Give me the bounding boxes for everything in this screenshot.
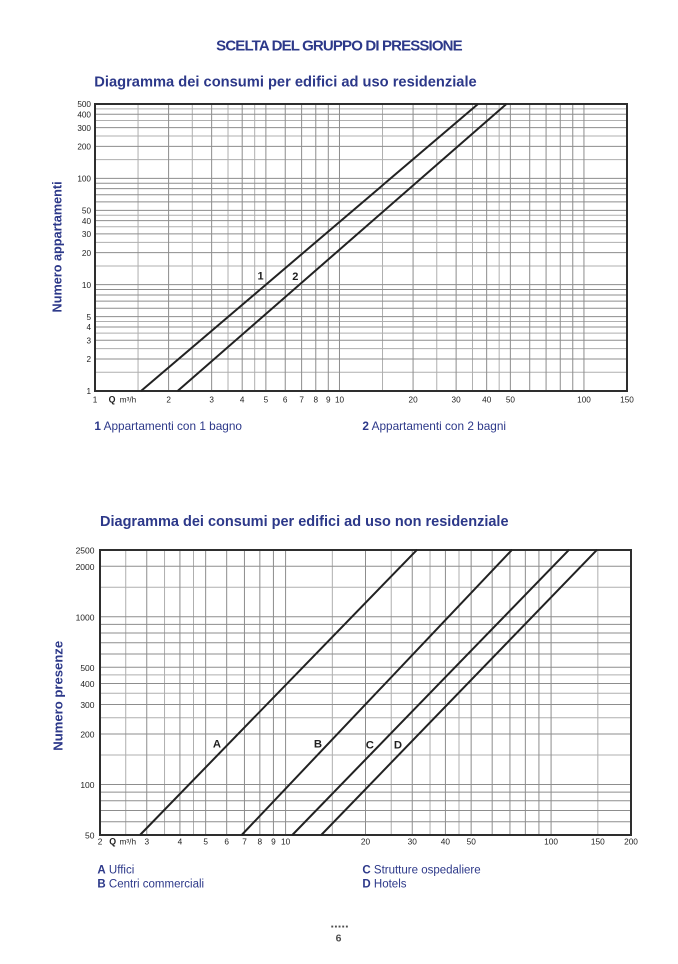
svg-text:50: 50 [467, 837, 477, 847]
svg-text:B: B [314, 738, 322, 750]
svg-text:9: 9 [271, 837, 276, 847]
svg-text:30: 30 [82, 230, 92, 239]
svg-text:40: 40 [82, 217, 92, 226]
svg-text:C Strutture ospedaliere: C Strutture ospedaliere [362, 864, 480, 876]
svg-text:100: 100 [77, 175, 91, 184]
svg-text:10: 10 [335, 395, 345, 404]
svg-text:Q: Q [109, 394, 116, 404]
svg-text:2 Appartamenti con 2 bagni: 2 Appartamenti con 2 bagni [362, 419, 506, 433]
svg-text:500: 500 [80, 663, 94, 673]
svg-text:4: 4 [240, 395, 245, 404]
svg-text:5: 5 [203, 837, 208, 847]
svg-text:Numero presenze: Numero presenze [51, 641, 66, 751]
svg-text:6: 6 [283, 395, 288, 404]
svg-text:40: 40 [441, 837, 451, 847]
svg-text:1000: 1000 [76, 612, 95, 622]
svg-text:Numero appartamenti: Numero appartamenti [50, 181, 64, 312]
svg-text:8: 8 [314, 395, 319, 404]
svg-text:30: 30 [408, 837, 418, 847]
svg-text:300: 300 [80, 700, 94, 710]
svg-text:C: C [366, 739, 374, 751]
svg-text:1: 1 [86, 387, 91, 396]
svg-text:40: 40 [482, 395, 492, 404]
svg-text:2: 2 [166, 395, 171, 404]
svg-text:Q: Q [109, 837, 116, 847]
svg-text:2000: 2000 [76, 562, 95, 572]
svg-text:20: 20 [409, 395, 419, 404]
svg-text:100: 100 [80, 780, 94, 790]
svg-text:7: 7 [299, 395, 304, 404]
svg-text:m³/h: m³/h [120, 395, 137, 404]
svg-text:20: 20 [361, 837, 371, 847]
svg-text:150: 150 [591, 837, 605, 847]
svg-text:50: 50 [82, 207, 92, 216]
svg-text:D: D [394, 740, 402, 752]
svg-text:5: 5 [86, 313, 91, 322]
svg-text:2: 2 [86, 355, 91, 364]
svg-text:Diagramma dei consumi per edif: Diagramma dei consumi per edifici ad uso… [94, 74, 476, 90]
svg-text:Diagramma dei consumi per edif: Diagramma dei consumi per edifici ad uso… [100, 514, 509, 530]
svg-text:5: 5 [264, 395, 269, 404]
svg-text:3: 3 [209, 395, 214, 404]
svg-text:A: A [213, 738, 221, 750]
svg-text:1 Appartamenti con 1 bagno: 1 Appartamenti con 1 bagno [94, 419, 242, 433]
svg-text:200: 200 [80, 730, 94, 740]
svg-text:150: 150 [620, 395, 634, 404]
svg-text:2500: 2500 [76, 546, 95, 556]
svg-text:50: 50 [85, 831, 95, 841]
svg-text:4: 4 [178, 837, 183, 847]
svg-text:6: 6 [224, 837, 229, 847]
svg-text:300: 300 [77, 124, 91, 133]
svg-text:m³/h: m³/h [120, 837, 137, 847]
svg-text:400: 400 [80, 679, 94, 689]
svg-text:10: 10 [82, 281, 92, 290]
svg-text:A Uffici: A Uffici [97, 864, 134, 876]
svg-text:100: 100 [544, 837, 558, 847]
svg-text:4: 4 [86, 323, 91, 332]
svg-text:B Centri commerciali: B Centri commerciali [97, 878, 204, 890]
svg-text:SCELTA DEL GRUPPO DI PRESSIONE: SCELTA DEL GRUPPO DI PRESSIONE [216, 37, 462, 54]
svg-text:3: 3 [144, 837, 149, 847]
svg-text:D Hotels: D Hotels [362, 878, 406, 890]
svg-text:500: 500 [77, 100, 91, 109]
svg-text:2: 2 [292, 271, 298, 283]
svg-text:1: 1 [257, 271, 263, 283]
svg-text:20: 20 [82, 249, 92, 258]
svg-text:3: 3 [86, 337, 91, 346]
svg-text:10: 10 [281, 837, 291, 847]
svg-text:6: 6 [336, 933, 342, 945]
svg-text:200: 200 [624, 837, 638, 847]
svg-text:2: 2 [98, 837, 103, 847]
svg-text:30: 30 [452, 395, 462, 404]
svg-text:1: 1 [93, 395, 98, 404]
svg-text:100: 100 [577, 395, 591, 404]
svg-text:400: 400 [77, 111, 91, 120]
svg-text:8: 8 [257, 837, 262, 847]
svg-text:50: 50 [506, 395, 516, 404]
svg-text:9: 9 [326, 395, 331, 404]
svg-text:200: 200 [77, 143, 91, 152]
svg-text:7: 7 [242, 837, 247, 847]
